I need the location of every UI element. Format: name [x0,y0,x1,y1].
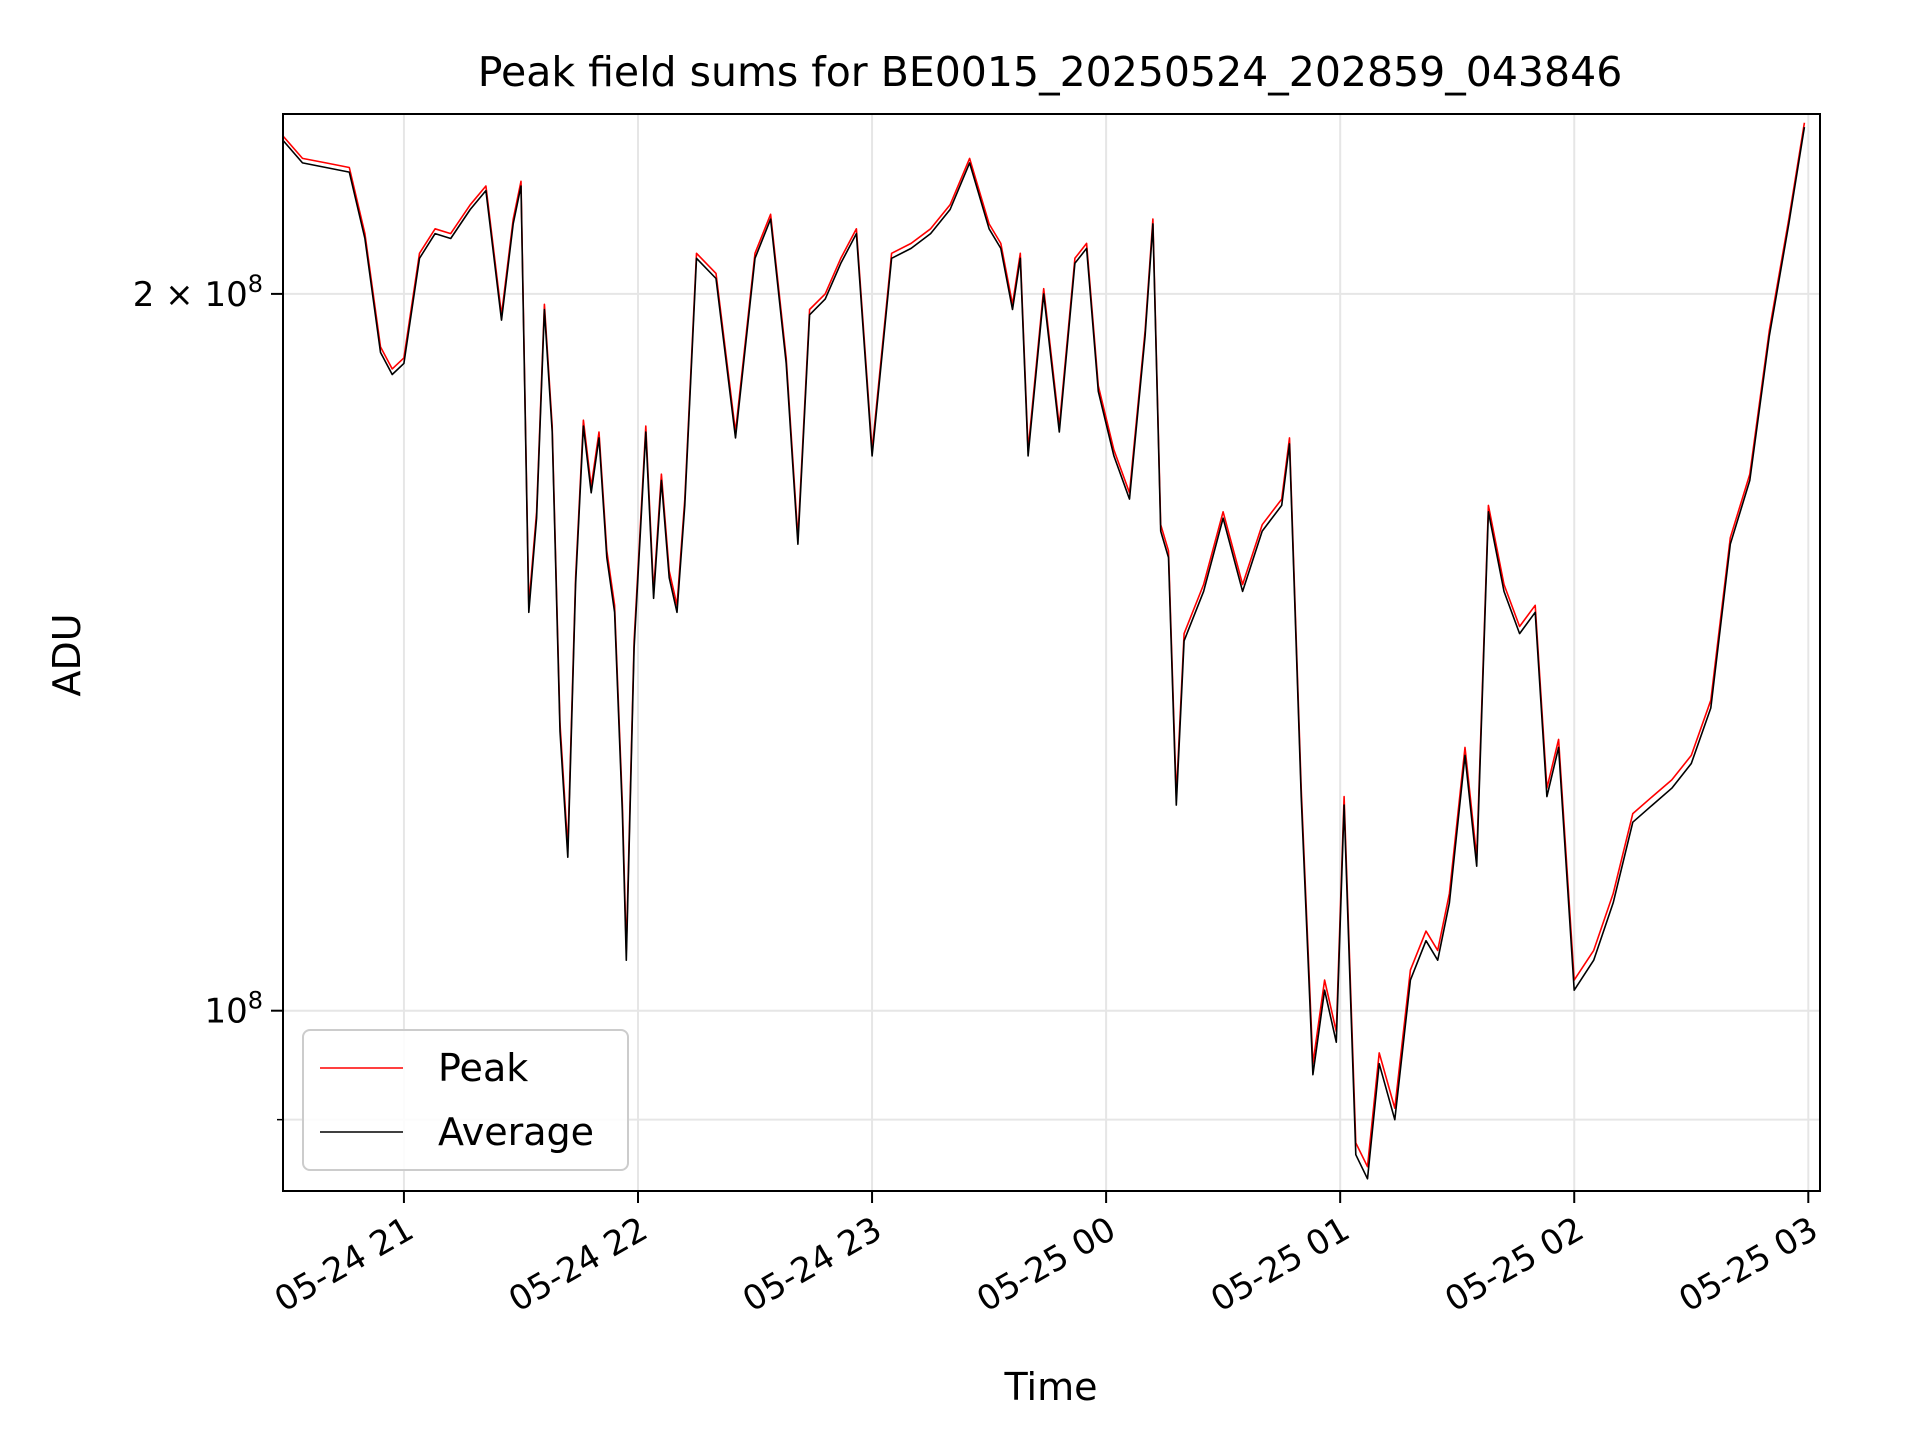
x-axis-label: Time [1004,1365,1098,1409]
plot-area-frame [282,113,1821,1192]
y-axis-ticks: 108 2 × 108 [133,270,283,1121]
series-line-average [282,126,1806,1180]
legend: Peak Average [302,1029,629,1171]
grid [283,114,1820,1191]
chart-title: Peak field sums for BE0015_20250524_2028… [478,48,1623,96]
y-axis-label: ADU [45,613,89,696]
legend-average-label: Average [438,1110,594,1154]
legend-peak-label: Peak [438,1046,528,1090]
series-lines [282,122,1806,1180]
y-tick-label: 2 × 108 [133,270,263,315]
legend-box [302,1029,629,1171]
y-tick-label: 108 [204,987,263,1032]
